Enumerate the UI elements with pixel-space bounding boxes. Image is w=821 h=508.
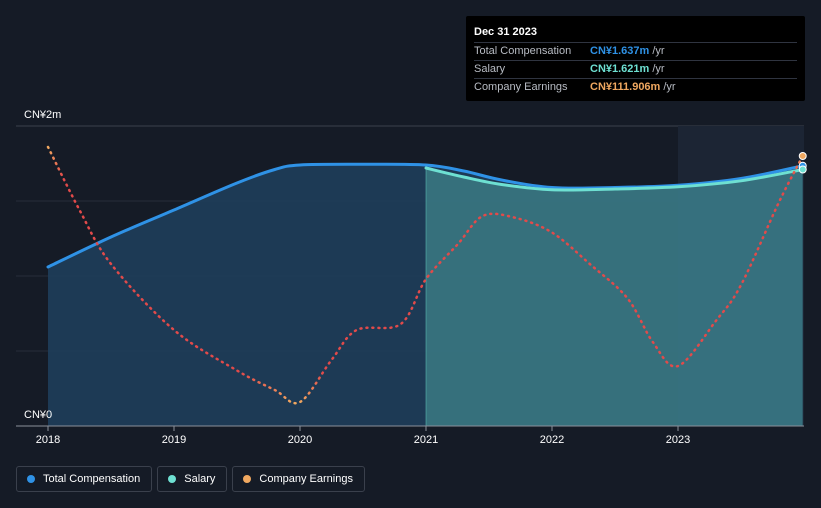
tooltip: Dec 31 2023 Total Compensation CN¥1.637m… <box>466 16 805 101</box>
salary-area <box>426 168 803 426</box>
end-markers <box>798 152 807 174</box>
series-areas <box>48 164 803 427</box>
x-tick-label: 2023 <box>666 434 690 446</box>
salary-line <box>424 166 805 192</box>
tooltip-value: CN¥1.621m <box>590 63 650 75</box>
legend-item-total-compensation[interactable]: Total Compensation <box>16 466 153 492</box>
tooltip-label: Total Compensation <box>474 45 572 57</box>
x-axis-ticks: 2018 2019 2020 2021 2022 2023 <box>36 426 690 446</box>
legend: Total Compensation Salary Company Earnin… <box>16 466 365 492</box>
legend-item-salary[interactable]: Salary <box>157 466 228 492</box>
x-tick-label: 2020 <box>288 434 312 446</box>
tooltip-unit: /yr <box>663 81 676 93</box>
series-lines <box>46 145 805 405</box>
x-tick-label: 2022 <box>540 434 564 446</box>
legend-label: Salary <box>184 473 216 485</box>
tooltip-unit: /yr <box>652 63 665 75</box>
tooltip-value: CN¥111.906m <box>590 81 661 93</box>
x-tick-label: 2018 <box>36 434 60 446</box>
legend-label: Total Compensation <box>43 473 141 485</box>
legend-dot-icon <box>168 475 177 483</box>
legend-dot-icon <box>243 475 252 483</box>
tooltip-label: Company Earnings <box>474 81 568 93</box>
x-tick-label: 2019 <box>162 434 186 446</box>
tooltip-row-salary: Salary CN¥1.621m /yr <box>474 60 797 78</box>
tooltip-row-total-compensation: Total Compensation CN¥1.637m /yr <box>474 42 797 60</box>
legend-dot-icon <box>27 475 35 483</box>
total-compensation-area <box>48 164 803 427</box>
tooltip-label: Salary <box>474 63 506 75</box>
y-axis-bottom-label: CN¥0 <box>24 409 52 421</box>
y-axis-top-label: CN¥2m <box>24 109 61 121</box>
tooltip-date: Dec 31 2023 <box>474 26 537 38</box>
salary-end-marker <box>798 165 807 174</box>
company-earnings-line <box>46 145 804 405</box>
legend-item-company-earnings[interactable]: Company Earnings <box>232 466 365 492</box>
legend-label: Company Earnings <box>259 473 353 485</box>
x-tick-label: 2021 <box>414 434 438 446</box>
tooltip-unit: /yr <box>652 45 665 57</box>
company-earnings-end-marker <box>798 152 807 160</box>
tooltip-row-company-earnings: Company Earnings CN¥111.906m /yr <box>474 78 797 96</box>
tooltip-value: CN¥1.637m <box>590 45 650 57</box>
